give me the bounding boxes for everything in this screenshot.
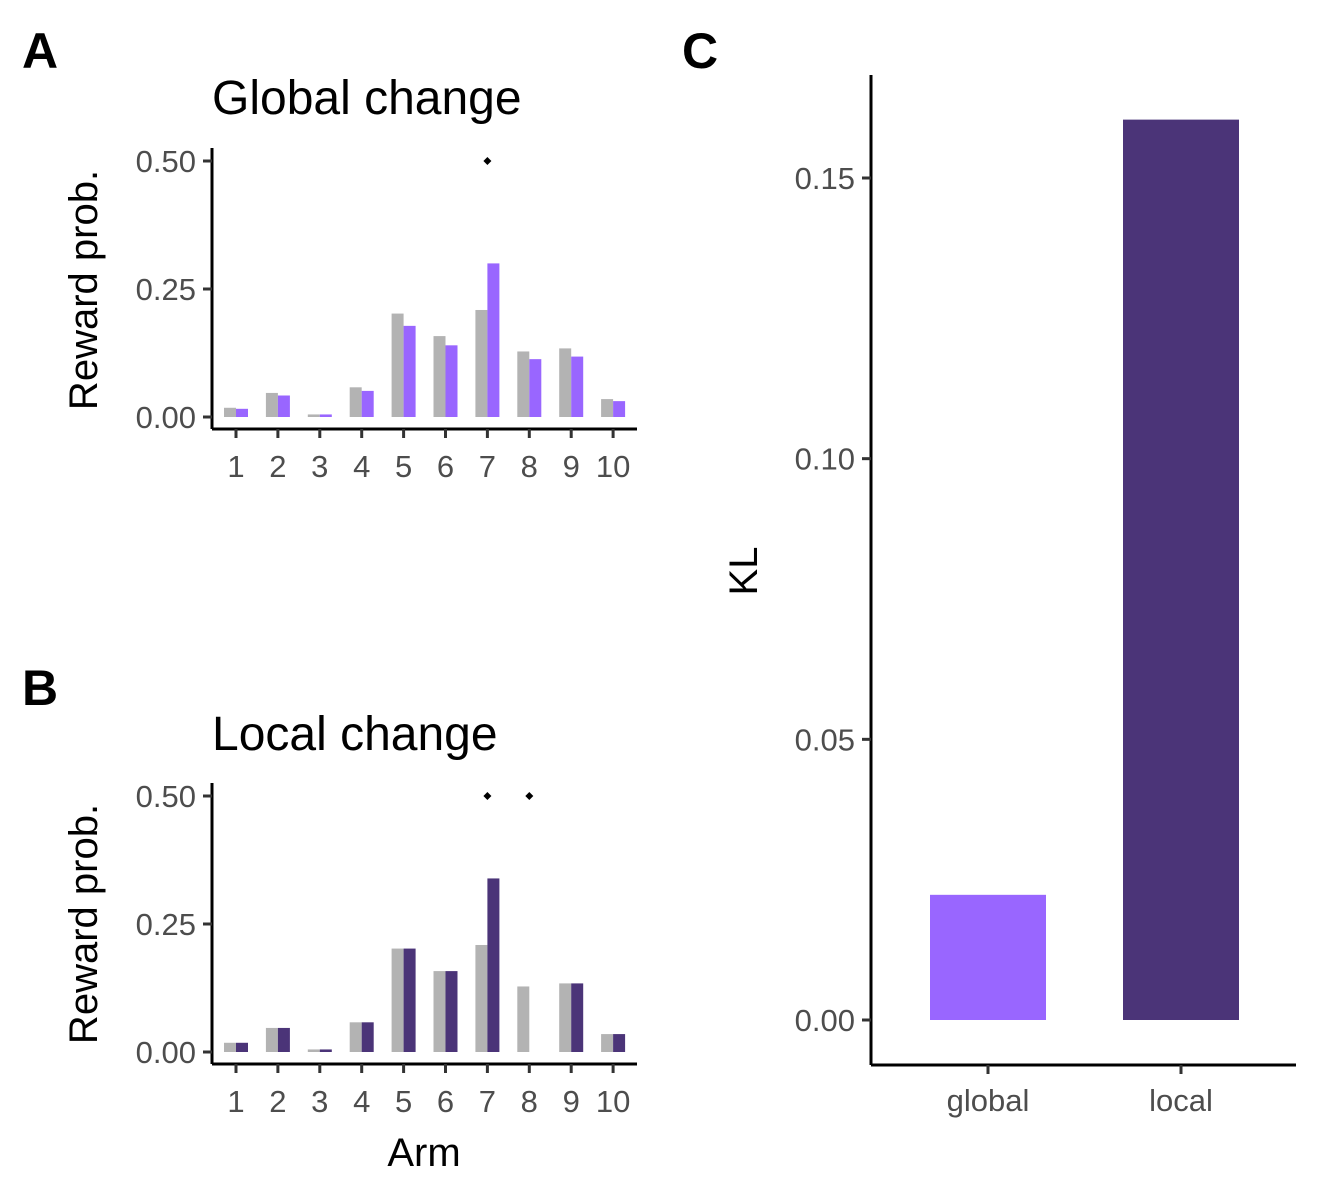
panel-b-bar <box>349 1022 362 1052</box>
panel-b-bar <box>319 1049 332 1052</box>
panel-a-x-tick-label: 9 <box>563 449 580 484</box>
panel-b-y-tick-label: 0.00 <box>136 1035 196 1070</box>
panel-b-x-tick-label: 1 <box>227 1084 244 1119</box>
panel-a-bar <box>319 414 332 417</box>
panel-a-bar <box>613 401 626 417</box>
panel-b-title: Local change <box>212 708 498 761</box>
panel-c-bar-global <box>930 894 1046 1020</box>
panel-a-bar <box>571 356 584 417</box>
panel-b-bar <box>277 1027 290 1052</box>
panel-a-bar <box>349 387 362 417</box>
panel-a-x-tick-label: 3 <box>311 449 328 484</box>
panel-a-plot-area: 0.00 0.25 0.50 1 2 3 4 5 6 7 8 9 10 <box>136 144 637 484</box>
panel-b-bar <box>487 878 500 1052</box>
panel-a-y-tick-label: 0.25 <box>136 272 196 307</box>
panel-a-bar <box>277 395 290 417</box>
panel-b-bar <box>571 983 584 1052</box>
panel-a-y-tick-label: 0.50 <box>136 144 196 179</box>
panel-a-title: Global change <box>212 72 522 125</box>
panel-a-bar <box>224 407 236 417</box>
panel-a-bar <box>361 390 374 417</box>
panel-a-x-tick-label: 2 <box>269 449 286 484</box>
panel-a-letter: A <box>22 23 58 79</box>
panel-c-y-tick-label: 0.05 <box>795 722 855 757</box>
panel-b-x-tick-label: 5 <box>395 1084 412 1119</box>
panel-b-bar <box>391 948 404 1052</box>
panel-a-bar <box>445 345 458 417</box>
panel-a-bar <box>403 325 416 417</box>
panel-b-x-tick-label: 2 <box>269 1084 286 1119</box>
panel-b-bar <box>433 971 446 1052</box>
panel-a-chart: Global change Reward prob. 0.00 0.25 0.50 1… <box>62 72 637 484</box>
panel-b-x-tick-label: 8 <box>521 1084 538 1119</box>
panel-a-bar <box>559 348 572 417</box>
panel-b-xlabel: Arm <box>387 1131 460 1175</box>
panel-a-x-tick-label: 8 <box>521 449 538 484</box>
panel-b-bar <box>403 948 416 1052</box>
panel-b-significance-marker <box>525 792 534 800</box>
panel-b-letter: B <box>22 660 58 716</box>
panel-c-y-tick-label: 0.00 <box>795 1003 855 1038</box>
panel-a-significance-marker <box>483 157 492 165</box>
panel-b-bar <box>307 1049 320 1052</box>
panel-a-bar <box>475 309 488 417</box>
panel-a-bar <box>601 399 614 417</box>
panel-a-bar <box>391 313 404 417</box>
panel-b-bar <box>517 986 530 1052</box>
panel-b-x-tick-label: 9 <box>563 1084 580 1119</box>
panel-a-ylabel: Reward prob. <box>62 170 106 410</box>
panel-b-bar <box>265 1027 278 1052</box>
panel-b-x-tick-label: 4 <box>353 1084 370 1119</box>
panel-b-bar <box>445 971 458 1052</box>
panel-a-x-tick-label: 1 <box>227 449 244 484</box>
panel-b-bar <box>361 1022 374 1052</box>
panel-b-ylabel: Reward prob. <box>62 804 106 1044</box>
panel-b-bar <box>224 1042 236 1052</box>
panel-b-x-tick-label: 6 <box>437 1084 454 1119</box>
panel-a-bar <box>433 336 446 417</box>
panel-a-bar <box>236 408 248 417</box>
panel-c-ylabel: KL <box>722 547 766 596</box>
panel-b-bar <box>236 1042 248 1052</box>
panel-a-bar <box>517 351 530 417</box>
panel-b-x-tick-label: 7 <box>479 1084 496 1119</box>
panel-b-x-tick-label: 10 <box>596 1084 630 1119</box>
panel-a-bar <box>529 359 542 417</box>
panel-a-bar <box>487 263 500 417</box>
panel-b-x-tick-label: 3 <box>311 1084 328 1119</box>
panel-c-chart: KL 0.00 0.05 0.10 0.15 global local <box>722 75 1296 1118</box>
panel-b-chart: Local change Reward prob. Arm 0.000.250.… <box>62 708 637 1175</box>
panel-a-bar <box>307 414 320 417</box>
panel-a-y-tick-label: 0.00 <box>136 400 196 435</box>
panel-a-x-tick-label: 6 <box>437 449 454 484</box>
panel-c-letter: C <box>682 23 718 79</box>
panel-c-bar-local <box>1123 119 1239 1020</box>
panel-c-y-tick-label: 0.10 <box>795 442 855 477</box>
panel-c-x-tick-label: local <box>1149 1083 1213 1118</box>
panel-b-plot-area: 0.00 0.25 0.50 1 2 3 4 5 6 7 8 9 10 <box>136 779 637 1119</box>
panel-a-x-tick-label: 7 <box>479 449 496 484</box>
panel-b-bar <box>613 1034 626 1052</box>
panel-a-x-tick-label: 4 <box>353 449 370 484</box>
panel-b-significance-marker <box>483 792 492 800</box>
panel-b-y-tick-label: 0.25 <box>136 907 196 942</box>
panel-c-y-tick-label: 0.15 <box>795 161 855 196</box>
panel-b-y-tick-label: 0.50 <box>136 779 196 814</box>
panel-b-bar <box>559 983 572 1052</box>
panel-b-bar <box>601 1034 614 1052</box>
panel-b-bar <box>475 944 488 1052</box>
panel-a-x-tick-label: 10 <box>596 449 630 484</box>
panel-a-bar <box>265 392 278 417</box>
panel-c-x-tick-label: global <box>947 1083 1030 1118</box>
panel-c-plot-area: 0.00 0.05 0.10 0.15 global local <box>795 75 1296 1118</box>
panel-a-x-tick-label: 5 <box>395 449 412 484</box>
